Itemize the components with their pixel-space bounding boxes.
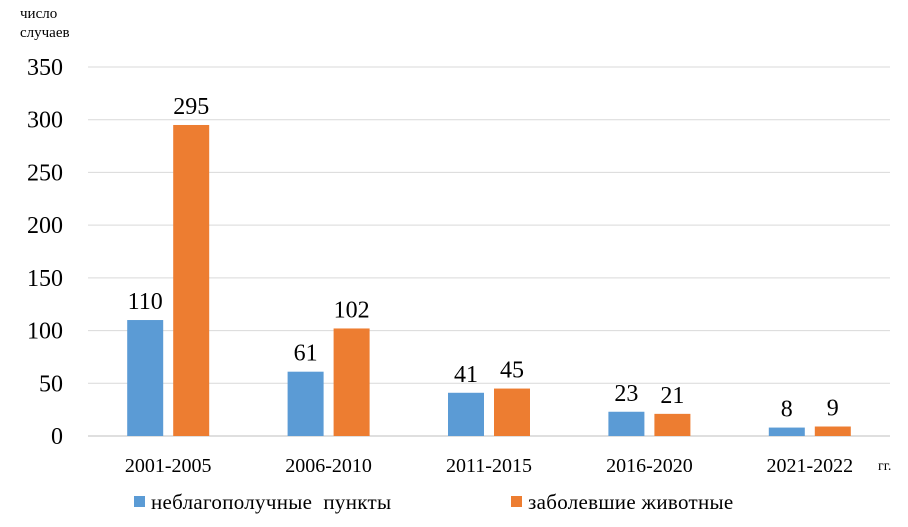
- bar-series-1-2011-2015: [448, 392, 484, 436]
- x-tick-label: 2021-2022: [766, 455, 853, 477]
- x-tick-label: 2006-2010: [285, 455, 372, 477]
- bar-series-1-2021-2022: [768, 427, 805, 436]
- y-axis-label-line1: число: [20, 6, 58, 22]
- data-label: 45: [500, 358, 524, 384]
- x-axis-unit-label: гг.: [878, 459, 891, 474]
- legend-swatch-series-2: [511, 496, 522, 507]
- y-axis-label-line2: случаев: [20, 25, 70, 41]
- bar-series-2-2016-2020: [654, 413, 691, 436]
- bar-series-2-2021-2022: [814, 426, 851, 436]
- bar-series-2-2011-2015: [494, 388, 530, 436]
- x-tick-label: 2001-2005: [125, 455, 212, 477]
- data-label: 21: [660, 383, 684, 409]
- data-label: 9: [827, 396, 839, 422]
- bar-series-2-2001-2005: [173, 124, 210, 436]
- legend-label-series-2: заболевшие животные: [528, 490, 734, 514]
- y-tick-label: 300: [27, 108, 63, 134]
- bar-series-1-2016-2020: [608, 411, 645, 436]
- y-tick-label: 0: [51, 424, 63, 450]
- y-tick-label: 150: [27, 266, 63, 292]
- y-tick-label: 200: [27, 213, 63, 239]
- bar-series-2-2006-2010: [333, 328, 370, 436]
- data-label: 61: [294, 341, 318, 367]
- y-tick-label: 250: [27, 160, 63, 186]
- legend-label-series-1: неблагополучные пункты: [151, 490, 392, 514]
- legend-item-series-1: неблагополучные пункты: [134, 490, 391, 514]
- bar-series-1-2006-2010: [287, 371, 324, 436]
- data-label: 23: [614, 381, 638, 407]
- data-label: 8: [781, 397, 793, 423]
- bar-series-1-2001-2005: [127, 320, 164, 436]
- y-tick-label: 100: [27, 319, 63, 345]
- legend-item-series-2: заболевшие животные: [511, 490, 734, 514]
- y-tick-label: 350: [27, 55, 63, 81]
- x-tick-label: 2011-2015: [446, 455, 532, 477]
- legend-swatch-series-1: [134, 496, 145, 507]
- data-label: 295: [173, 94, 209, 120]
- bar-chart: 0 50 100 150 200 250 300 350 110 295 2001-2005 61 10…: [27, 55, 891, 477]
- data-label: 110: [128, 289, 163, 315]
- data-label: 102: [334, 297, 370, 323]
- y-tick-label: 50: [39, 371, 63, 397]
- data-label: 41: [454, 362, 478, 388]
- x-tick-label: 2016-2020: [606, 455, 693, 477]
- legend: неблагополучные пункты заболевшие животн…: [0, 490, 908, 516]
